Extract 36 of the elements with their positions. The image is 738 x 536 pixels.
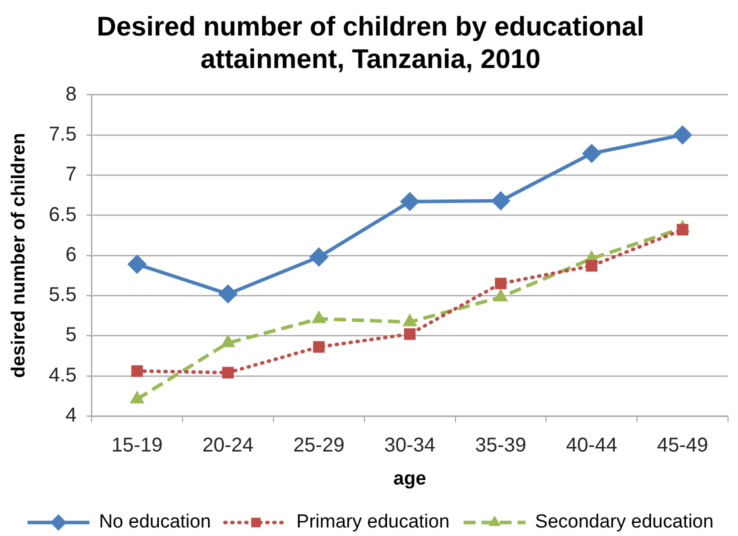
point [586,260,598,272]
y-tick-label: 8 [65,83,77,106]
point [491,191,510,210]
y-axis-title: desired number of children [8,132,30,378]
chart-title: Desired number of children by educational attainment, Tanzania, 2010 [96,12,644,74]
legend-label: Secondary education [535,512,714,533]
x-tick-label: 45-49 [656,434,708,457]
x-tick-label: 40-44 [566,434,618,457]
point [131,365,143,377]
y-tick-label: 5.5 [48,284,77,306]
point [676,224,688,236]
x-tick-label: 25-29 [293,434,344,457]
legend-label: No education [98,512,211,533]
point [222,366,234,378]
y-tick-label: 4 [65,404,77,427]
y-tick-label: 5 [65,324,77,346]
y-tick-label: 7.5 [48,123,77,146]
x-tick-label: 15-19 [111,434,163,457]
point [582,144,602,163]
point [309,248,328,267]
y-tick-label: 4.5 [48,364,77,386]
legend-label: Primary education [296,512,450,533]
point [400,192,420,212]
y-tick-label: 7 [65,164,77,186]
x-axis-title: age [393,468,426,490]
point [494,278,507,290]
point [128,254,147,274]
x-tick-label: 20-24 [202,434,254,457]
y-tick-label: 6 [65,244,77,266]
point [218,284,238,304]
point [313,341,325,353]
x-tick-label: 35-39 [475,434,526,457]
point [404,328,416,340]
y-tick-label: 6.5 [48,204,77,226]
point [673,125,692,144]
x-tick-label: 30-34 [384,434,436,457]
